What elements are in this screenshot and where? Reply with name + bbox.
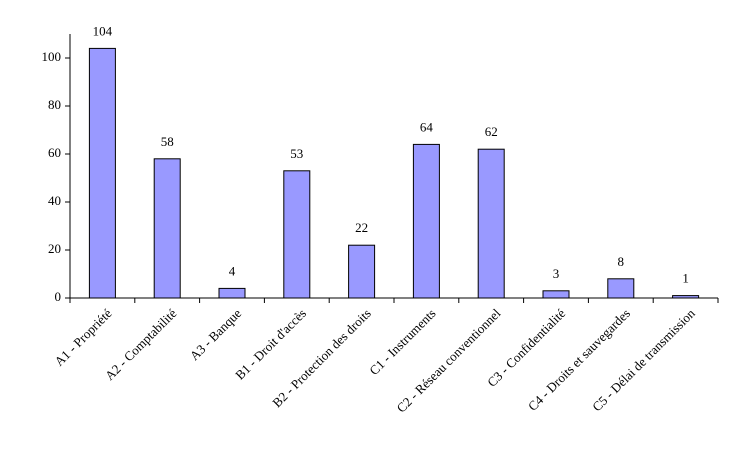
bar (88, 47, 116, 299)
x-tick-label: C1 - Instruments (366, 306, 438, 378)
data-label: 1 (682, 271, 689, 286)
x-tick-label: C2 - Réseau conventionnel (394, 305, 504, 415)
bar (153, 158, 181, 299)
bar (412, 143, 440, 299)
bar (477, 148, 505, 299)
y-tick-label: 60 (48, 145, 61, 160)
data-label: 64 (420, 119, 434, 134)
bar (607, 278, 635, 299)
y-tick-label: 40 (48, 193, 61, 208)
y-tick-label: 0 (55, 289, 62, 304)
y-tick-label: 80 (48, 97, 61, 112)
bar (542, 290, 570, 299)
data-label: 53 (290, 146, 303, 161)
data-label: 3 (553, 266, 560, 281)
data-label: 58 (161, 134, 174, 149)
data-label: 4 (229, 263, 236, 278)
bar (672, 295, 700, 299)
data-label: 8 (618, 254, 625, 269)
data-label: 104 (93, 23, 113, 38)
y-tick-label: 20 (48, 241, 61, 256)
y-tick-label: 100 (42, 49, 62, 64)
bar (283, 170, 311, 299)
data-label: 22 (355, 220, 368, 235)
bar (348, 244, 376, 299)
data-label: 62 (485, 124, 498, 139)
x-tick-label: A3 - Banque (187, 305, 245, 363)
bar (218, 287, 246, 299)
x-tick-label: A1 - Propriété (51, 305, 114, 368)
